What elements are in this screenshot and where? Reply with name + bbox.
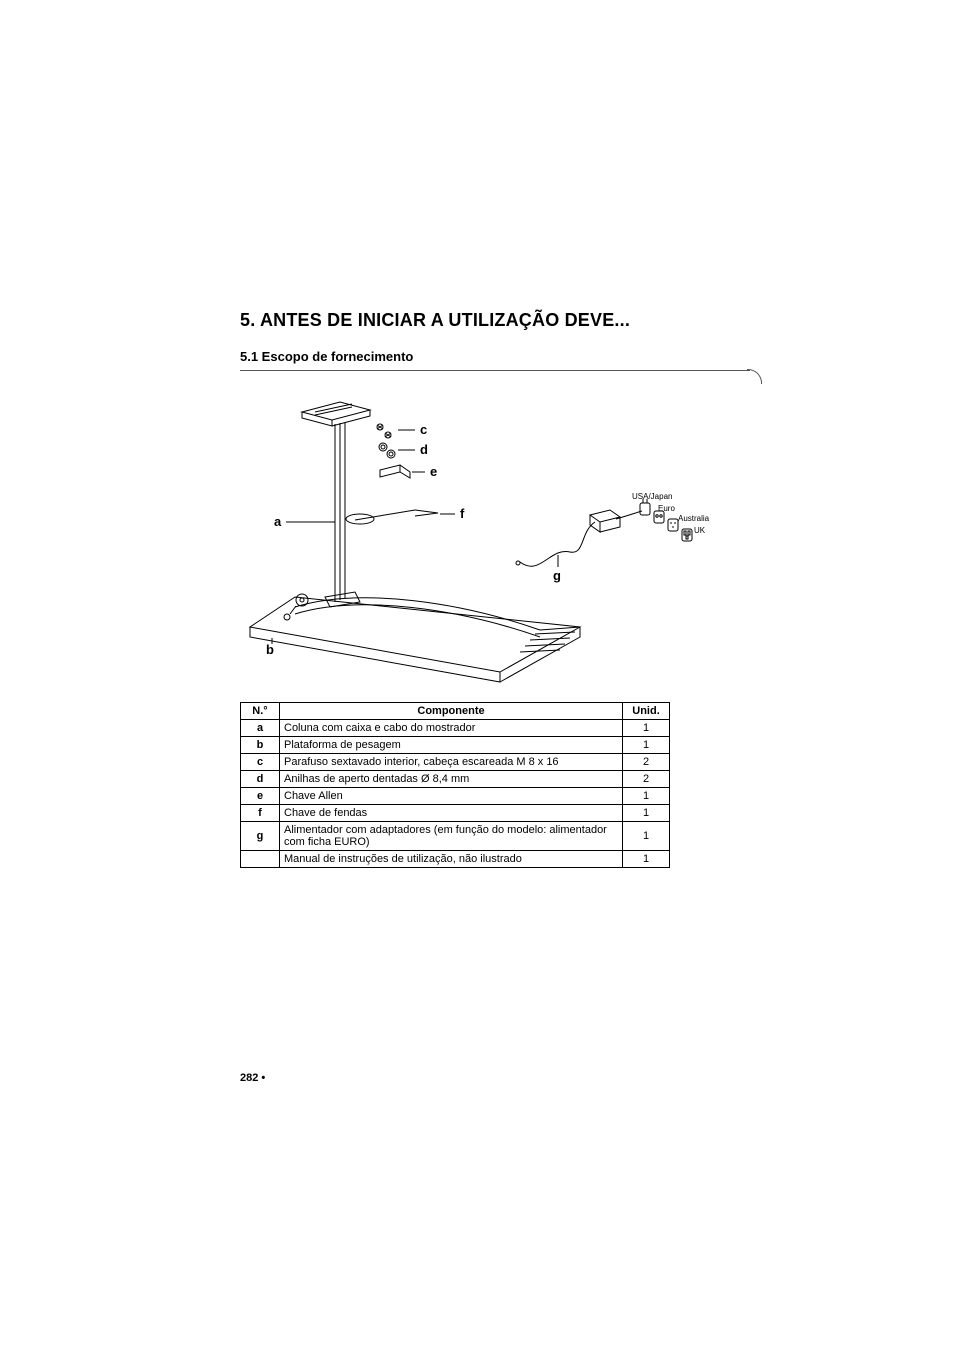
- diagram-label-e: e: [430, 464, 437, 479]
- cell-id: d: [241, 771, 280, 788]
- cell-id: [241, 851, 280, 868]
- plug-label-uk: UK: [694, 526, 705, 535]
- diagram-label-b: b: [266, 642, 274, 657]
- cell-name: Parafuso sextavado interior, cabeça esca…: [280, 754, 623, 771]
- table-row: b Plataforma de pesagem 1: [241, 737, 670, 754]
- cell-qty: 1: [623, 822, 670, 851]
- section-title: 5. ANTES DE INICIAR A UTILIZAÇÃO DEVE...: [240, 310, 720, 331]
- components-table: N.° Componente Unid. a Coluna com caixa …: [240, 702, 670, 868]
- cell-name: Chave Allen: [280, 788, 623, 805]
- cell-qty: 1: [623, 788, 670, 805]
- cell-id: f: [241, 805, 280, 822]
- diagram-label-d: d: [420, 442, 428, 457]
- cell-name: Coluna com caixa e cabo do mostrador: [280, 720, 623, 737]
- cell-id: b: [241, 737, 280, 754]
- diagram-label-f: f: [460, 506, 464, 521]
- cell-qty: 1: [623, 805, 670, 822]
- th-component: Componente: [280, 703, 623, 720]
- scope-of-supply-diagram: a b c d e f g USA/Japan Euro Australia U…: [240, 392, 720, 692]
- table-row: Manual de instruções de utilização, não …: [241, 851, 670, 868]
- plug-label-euro: Euro: [658, 504, 675, 513]
- table-row: g Alimentador com adaptadores (em função…: [241, 822, 670, 851]
- plug-label-usa: USA/Japan: [632, 492, 672, 501]
- cell-name: Anilhas de aperto dentadas Ø 8,4 mm: [280, 771, 623, 788]
- cell-name: Chave de fendas: [280, 805, 623, 822]
- cell-name: Alimentador com adaptadores (em função d…: [280, 822, 623, 851]
- page-number: 282 •: [240, 1072, 265, 1084]
- th-qty: Unid.: [623, 703, 670, 720]
- diagram-label-c: c: [420, 422, 427, 437]
- cell-name: Manual de instruções de utilização, não …: [280, 851, 623, 868]
- diagram-label-g: g: [553, 568, 561, 583]
- cell-qty: 1: [623, 851, 670, 868]
- table-row: c Parafuso sextavado interior, cabeça es…: [241, 754, 670, 771]
- table-row: f Chave de fendas 1: [241, 805, 670, 822]
- section-divider: [240, 370, 760, 386]
- table-row: a Coluna com caixa e cabo do mostrador 1: [241, 720, 670, 737]
- cell-id: e: [241, 788, 280, 805]
- cell-qty: 2: [623, 771, 670, 788]
- cell-id: a: [241, 720, 280, 737]
- th-num: N.°: [241, 703, 280, 720]
- subsection-heading: 5.1 Escopo de fornecimento: [240, 349, 720, 364]
- plug-label-aus: Australia: [678, 514, 709, 523]
- cell-qty: 1: [623, 720, 670, 737]
- cell-qty: 1: [623, 737, 670, 754]
- cell-qty: 2: [623, 754, 670, 771]
- table-row: e Chave Allen 1: [241, 788, 670, 805]
- table-row: d Anilhas de aperto dentadas Ø 8,4 mm 2: [241, 771, 670, 788]
- cell-name: Plataforma de pesagem: [280, 737, 623, 754]
- cell-id: g: [241, 822, 280, 851]
- diagram-label-a: a: [274, 514, 281, 529]
- cell-id: c: [241, 754, 280, 771]
